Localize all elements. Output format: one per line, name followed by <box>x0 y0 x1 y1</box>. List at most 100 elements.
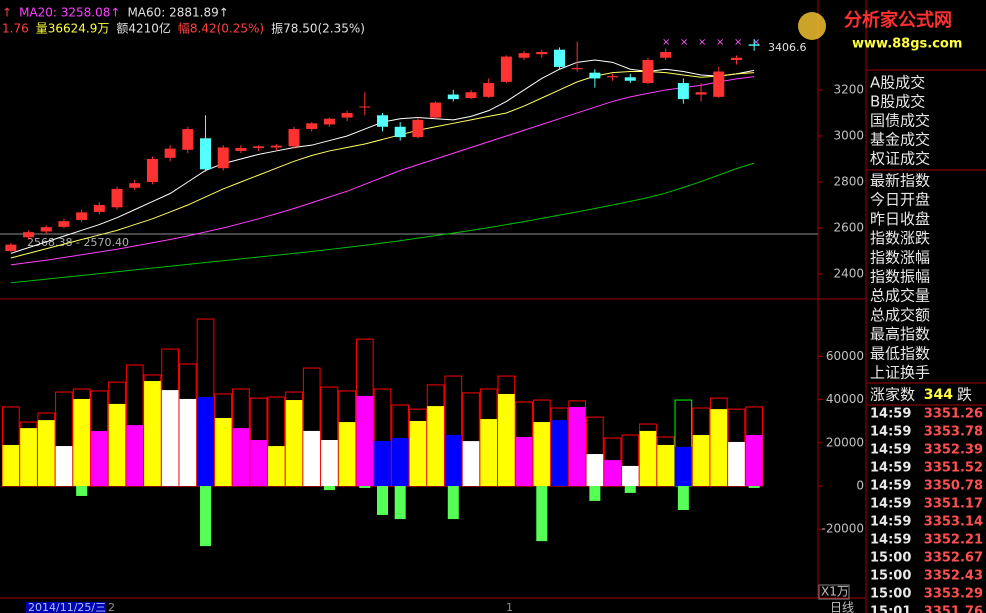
candle-body <box>23 232 35 238</box>
candle-body <box>430 102 442 118</box>
y-tick-label: 3000 <box>833 128 864 142</box>
panel-label: 最高指数 <box>870 325 930 343</box>
panel-label: B股成交 <box>870 93 925 111</box>
indicator-text: 额4210亿 <box>116 21 171 36</box>
volume-fill <box>427 406 444 487</box>
period-label: 日线 <box>830 601 854 613</box>
volume-fill <box>285 400 303 487</box>
volume-fill <box>267 446 285 487</box>
candle-body <box>341 112 353 118</box>
tick-price: 3352.39 <box>924 443 983 458</box>
panel-label: 上证换手 <box>870 364 930 382</box>
candle-body <box>146 158 158 183</box>
volume-fill <box>321 440 338 487</box>
y-tick-label: 20000 <box>826 435 864 449</box>
tick-time: 14:59 <box>870 443 911 458</box>
volume-fill <box>161 390 179 487</box>
panel-label: 今日开盘 <box>870 191 930 209</box>
panel-label: 总成交额 <box>870 306 930 324</box>
logo-url: www.88gs.com <box>852 37 962 52</box>
negative-bar <box>748 486 760 488</box>
panel-label: 昨日收盘 <box>870 210 930 228</box>
volume-fill <box>374 441 391 487</box>
marker: × <box>698 37 706 48</box>
y-tick-label: 2600 <box>833 221 864 235</box>
tick-time: 14:59 <box>870 425 911 440</box>
y-tick-label: 60000 <box>826 349 864 363</box>
volume-fill <box>55 446 73 487</box>
tick-time: 14:59 <box>870 461 911 476</box>
candle-body <box>5 244 17 252</box>
breadth-value: 344 <box>924 387 953 403</box>
volume-fill <box>2 444 20 487</box>
volume-fill <box>515 436 533 487</box>
marker: × <box>734 37 742 48</box>
candle-body <box>253 146 265 148</box>
unit-box <box>818 584 850 600</box>
candle-body <box>323 118 335 125</box>
candle-body <box>483 83 495 97</box>
panel-label: 最低指数 <box>870 344 930 362</box>
candle-body <box>129 183 141 188</box>
indicator-text: 量36624.9万 <box>36 22 110 36</box>
signal-markers: × × × × × × <box>662 37 760 48</box>
y-tick-label: 0 <box>856 479 864 493</box>
negative-bar <box>589 486 601 501</box>
indicator-text: 振78.50(2.35%) <box>271 22 365 36</box>
negative-bar <box>323 486 335 491</box>
marker: × <box>680 37 688 48</box>
volume-fill <box>728 441 745 487</box>
candle-body <box>624 77 636 81</box>
marker: × <box>662 37 670 48</box>
candle-body <box>306 123 318 130</box>
volume-fill <box>462 441 480 487</box>
volume-fill <box>144 381 161 487</box>
logo-title: 分析家公式网 <box>844 9 952 31</box>
volume-fill <box>90 430 108 487</box>
tick-price: 3352.67 <box>924 551 983 566</box>
volume-fill <box>444 435 462 487</box>
volume-fill <box>604 460 621 487</box>
tick-time: 15:00 <box>870 587 911 602</box>
tick-price: 3350.78 <box>924 479 983 494</box>
tick-price: 3351.76 <box>924 605 983 613</box>
panel-label: 指数涨跌 <box>870 229 930 247</box>
y-tick-label: 2800 <box>833 175 864 189</box>
candle-body <box>536 51 548 55</box>
panel-label: 权证成交 <box>870 150 930 168</box>
candle-body <box>730 57 742 61</box>
candle-body <box>500 56 512 82</box>
candle-body <box>93 205 105 212</box>
tick-time: 14:59 <box>870 407 911 422</box>
candle-body <box>235 147 247 151</box>
volume-fill <box>710 409 728 487</box>
panel-label: A股成交 <box>870 74 925 92</box>
volume-fill <box>108 403 126 487</box>
candle-body <box>217 147 229 169</box>
panel-label: 基金成交 <box>870 131 930 149</box>
ma-line <box>10 71 755 259</box>
volume-fill <box>586 454 604 487</box>
tick-price: 3353.78 <box>924 425 983 440</box>
volume-fill <box>73 398 90 487</box>
candle-body <box>695 92 707 95</box>
volume-fill <box>232 428 250 487</box>
tick-time: 15:01 <box>870 605 911 613</box>
negative-bar <box>394 486 406 520</box>
candle-body <box>76 212 88 220</box>
candle-body <box>518 53 530 58</box>
negative-bar <box>200 486 212 547</box>
y-tick-label: 2400 <box>833 267 864 281</box>
candle-body <box>270 145 282 148</box>
marker: × <box>716 37 724 48</box>
candle-body <box>465 92 477 98</box>
volume-fill <box>533 422 551 487</box>
candle-body <box>447 94 459 100</box>
x-mark: 1 <box>506 601 513 613</box>
y-tick-label: -20000 <box>821 522 864 536</box>
date-box <box>26 602 106 613</box>
tick-price: 3352.43 <box>924 569 983 584</box>
negative-bar <box>677 486 689 511</box>
volume-fill <box>692 435 710 487</box>
